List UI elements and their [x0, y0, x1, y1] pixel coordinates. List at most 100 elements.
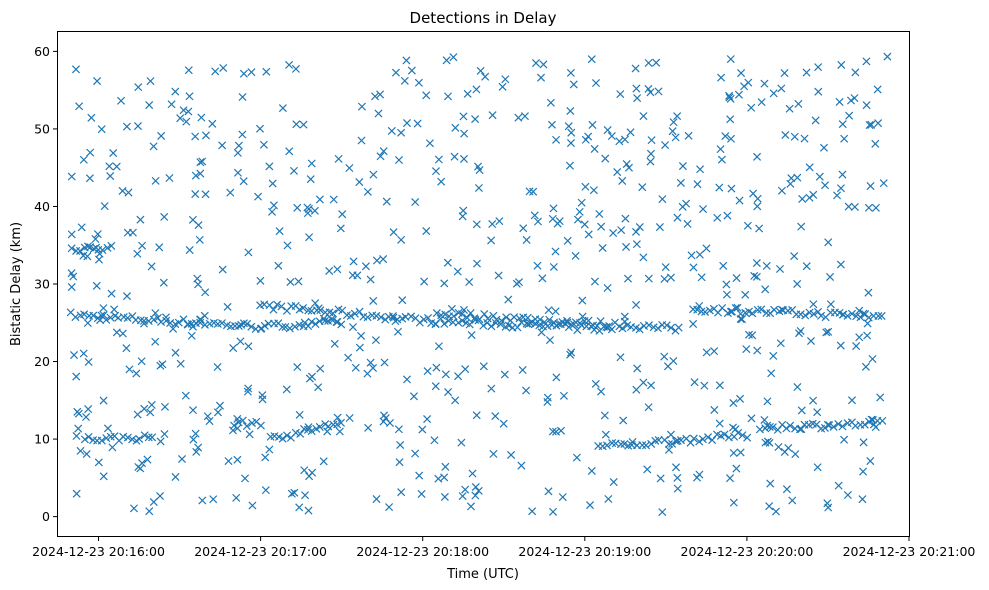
detection-point — [308, 468, 317, 477]
detection-point — [823, 420, 832, 429]
detection-point — [544, 487, 553, 496]
detection-point — [791, 450, 800, 459]
detection-point — [641, 441, 651, 450]
detection-point — [664, 439, 674, 449]
detection-point — [327, 315, 336, 324]
detection-point — [781, 130, 790, 140]
detection-point — [652, 58, 661, 67]
detection-point — [851, 68, 860, 77]
detection-point — [782, 485, 791, 494]
detection-point — [607, 132, 616, 141]
detection-point — [369, 296, 378, 305]
detection-point — [71, 65, 80, 74]
detection-point — [472, 259, 481, 268]
detection-point — [459, 112, 468, 121]
detection-point — [855, 333, 864, 342]
detection-point — [538, 274, 547, 283]
detection-point — [868, 354, 877, 363]
detection-point — [653, 324, 663, 333]
detection-point — [720, 430, 729, 439]
detection-point — [868, 415, 877, 424]
detection-point — [790, 252, 799, 261]
detection-point — [336, 224, 345, 233]
detection-point — [324, 422, 333, 431]
detection-point — [824, 238, 833, 247]
detection-point — [671, 463, 681, 472]
detection-point — [591, 78, 601, 88]
detection-point — [466, 502, 476, 511]
detection-point — [389, 228, 398, 237]
detection-point — [195, 235, 204, 244]
detection-point — [203, 412, 212, 421]
detection-point — [310, 206, 319, 215]
detection-point — [355, 307, 364, 316]
detection-point — [687, 251, 696, 260]
detection-point — [96, 316, 105, 325]
detection-point — [348, 271, 357, 280]
detection-point — [522, 235, 531, 244]
detection-point — [397, 128, 406, 137]
detection-point — [394, 156, 403, 165]
y-axis-label: Bistatic Delay (km) — [9, 222, 24, 346]
detection-point — [106, 172, 115, 181]
detection-point — [821, 181, 830, 190]
detection-point — [639, 112, 648, 121]
detection-point — [434, 474, 443, 483]
detection-point — [194, 443, 203, 452]
detection-point — [458, 316, 467, 325]
detection-point — [740, 82, 749, 91]
detection-point — [191, 132, 200, 141]
detection-point — [123, 433, 132, 442]
detection-point — [744, 330, 753, 339]
detection-point — [418, 425, 427, 434]
detection-point — [112, 162, 121, 171]
detection-point — [122, 292, 132, 301]
detection-point — [555, 217, 564, 226]
detection-point — [125, 365, 134, 374]
detection-point — [198, 496, 207, 505]
detection-point — [245, 430, 254, 439]
detection-point — [434, 342, 443, 351]
detection-point — [422, 91, 431, 100]
detection-point — [285, 324, 294, 333]
detection-point — [632, 84, 641, 93]
detection-point — [661, 263, 670, 272]
detection-point — [269, 201, 278, 210]
detection-point — [407, 66, 416, 75]
detection-point — [156, 437, 165, 446]
detection-point — [489, 449, 498, 458]
plot-frame — [57, 31, 910, 537]
detection-point — [118, 329, 127, 338]
detection-point — [244, 342, 253, 351]
detection-point — [316, 364, 325, 373]
detection-point — [664, 445, 673, 454]
detection-point — [635, 325, 644, 334]
detection-point — [468, 469, 477, 478]
detection-point — [811, 116, 820, 125]
detection-point — [238, 130, 247, 139]
detection-point — [817, 311, 826, 320]
detection-point — [800, 134, 809, 143]
detection-point — [635, 223, 644, 232]
detection-point — [451, 123, 460, 132]
detection-point — [415, 471, 424, 480]
detection-point — [767, 369, 776, 378]
detection-point — [540, 318, 549, 327]
detection-point — [476, 66, 485, 75]
detection-point — [725, 91, 734, 100]
y-axis-ticks: 0 10 20 30 40 50 60 — [34, 44, 58, 524]
detection-point — [159, 278, 168, 287]
detection-point — [211, 67, 220, 76]
detection-point — [107, 241, 116, 250]
detection-point — [702, 348, 711, 357]
detection-point — [396, 440, 405, 450]
detection-point — [402, 119, 412, 128]
detection-point — [303, 203, 312, 212]
detection-point — [558, 493, 567, 502]
detection-point — [860, 420, 869, 429]
detection-point — [676, 436, 686, 445]
detection-point — [632, 300, 641, 309]
detection-point — [149, 315, 158, 324]
detection-point — [771, 507, 781, 516]
detection-point — [409, 392, 418, 401]
